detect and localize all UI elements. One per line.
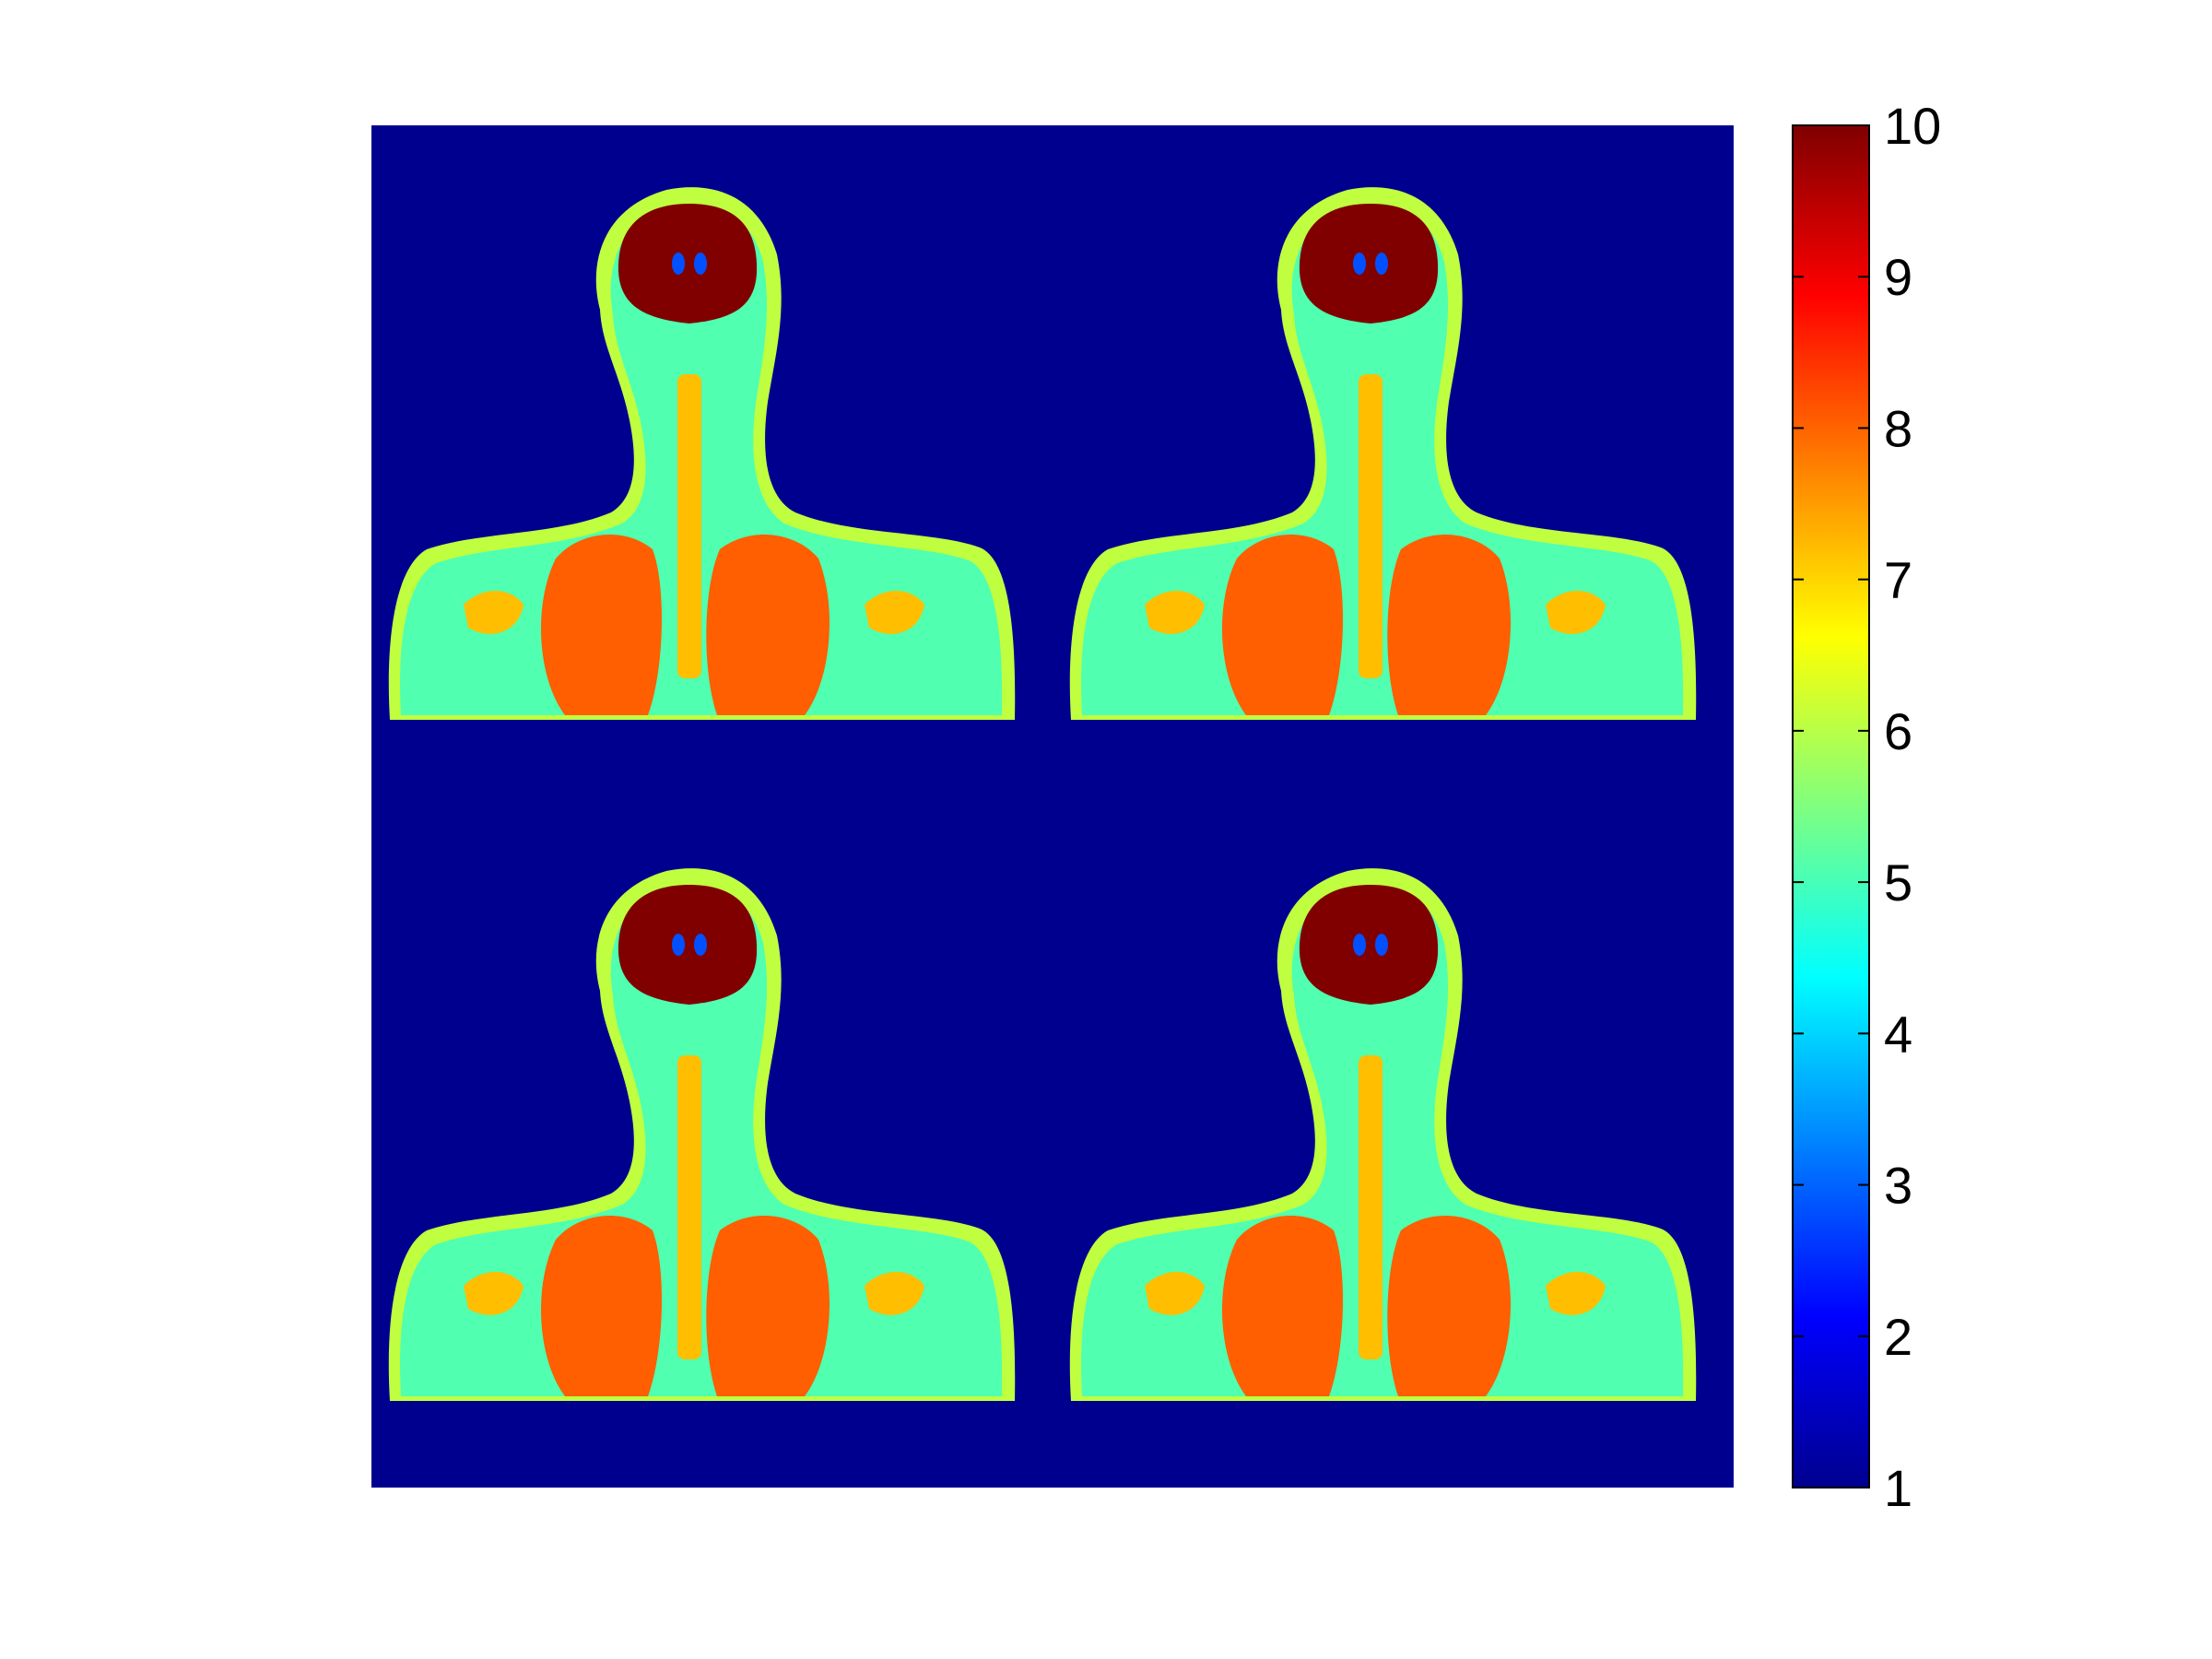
panel-top-left — [388, 187, 1016, 721]
region-csf — [1375, 934, 1388, 956]
region-bone — [1546, 1272, 1606, 1315]
region-brain — [1299, 204, 1439, 324]
region-bone — [677, 1055, 701, 1359]
region-csf — [694, 253, 707, 275]
region-lung — [1387, 1215, 1511, 1396]
colorbar-tick-label: 5 — [1884, 853, 1912, 912]
colorbar-gradient — [1792, 124, 1870, 1488]
region-lung — [1387, 534, 1511, 715]
region-bone — [1546, 591, 1606, 634]
colorbar-tick-label: 6 — [1884, 702, 1912, 760]
region-lung — [540, 1215, 663, 1396]
region-csf — [1353, 253, 1366, 275]
region-bone — [865, 591, 924, 634]
region-bone — [677, 374, 701, 678]
region-brain — [618, 204, 758, 324]
panel-bottom-right — [1069, 868, 1697, 1401]
region-csf — [672, 253, 685, 275]
region-lung — [1221, 534, 1344, 715]
colorbar-tick-label: 9 — [1884, 248, 1912, 306]
region-bone — [464, 1272, 524, 1315]
colorbar-tick-label: 3 — [1884, 1157, 1912, 1215]
region-bone — [1145, 1272, 1205, 1315]
region-lung — [1221, 1215, 1344, 1396]
panel-top-right — [1069, 187, 1697, 721]
colorbar-tick-label: 8 — [1884, 399, 1912, 457]
region-csf — [1375, 253, 1388, 275]
region-bone — [865, 1272, 924, 1315]
region-csf — [1353, 934, 1366, 956]
region-lung — [540, 534, 663, 715]
colorbar-tick-label: 2 — [1884, 1308, 1912, 1366]
region-lung — [706, 534, 830, 715]
region-bone — [1145, 591, 1205, 634]
region-brain — [618, 885, 758, 1005]
colorbar-tick-label: 10 — [1884, 97, 1941, 155]
region-csf — [694, 934, 707, 956]
colorbar-tick-label: 7 — [1884, 551, 1912, 609]
region-csf — [672, 934, 685, 956]
colorbar-tick-label: 4 — [1884, 1005, 1912, 1063]
region-bone — [1359, 1055, 1382, 1359]
colorbar-tick-label: 1 — [1884, 1459, 1912, 1517]
panel-bottom-left — [388, 868, 1016, 1401]
colorbar-ticks: 1 2 3 4 5 6 7 8 9 10 — [1793, 97, 1941, 1517]
region-bone — [1359, 374, 1382, 678]
region-bone — [464, 591, 524, 634]
colorbar: 1 2 3 4 5 6 7 8 9 10 — [1792, 97, 1941, 1517]
region-lung — [706, 1215, 830, 1396]
region-brain — [1299, 885, 1439, 1005]
